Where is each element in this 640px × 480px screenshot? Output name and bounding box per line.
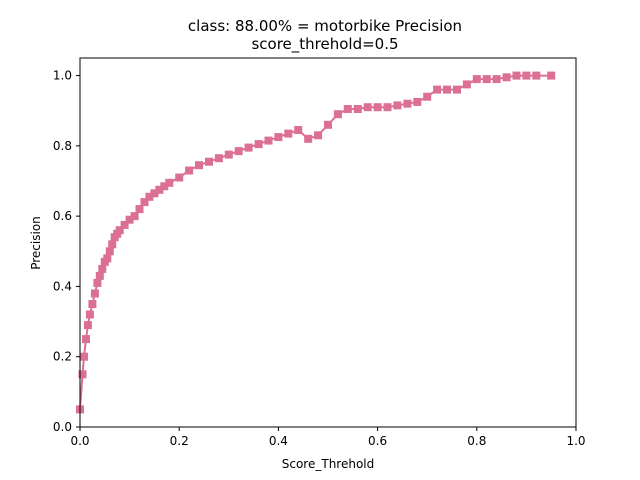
y-tick-label: 0.0 — [53, 420, 72, 434]
chart-title: class: 88.00% = motorbike Precision — [188, 17, 462, 35]
data-point — [304, 134, 313, 143]
data-point — [532, 71, 541, 80]
data-point — [254, 140, 263, 149]
data-point — [512, 71, 521, 80]
data-point — [522, 71, 531, 80]
data-point — [80, 352, 88, 361]
data-point — [423, 92, 432, 101]
y-tick-label: 1.0 — [53, 69, 72, 83]
data-point — [343, 105, 352, 113]
data-point — [234, 147, 243, 156]
data-point — [185, 166, 194, 175]
x-axis-label: Score_Threhold — [282, 457, 375, 471]
data-point — [175, 173, 184, 182]
x-tick-label: 0.6 — [368, 434, 387, 448]
data-point — [433, 85, 442, 94]
data-point — [135, 205, 144, 214]
data-point — [120, 220, 129, 229]
data-point — [125, 215, 134, 224]
data-point — [150, 189, 159, 198]
x-tick-label: 1.0 — [566, 434, 585, 448]
data-point — [373, 103, 382, 112]
data-point — [472, 75, 481, 84]
data-point — [165, 178, 174, 187]
data-point — [353, 105, 362, 113]
y-tick-label: 0.2 — [53, 350, 72, 364]
data-point — [324, 120, 332, 129]
data-point — [145, 192, 154, 201]
data-point — [82, 335, 90, 344]
x-tick-label: 0.0 — [70, 434, 89, 448]
data-point — [393, 101, 402, 110]
data-point — [160, 182, 169, 191]
data-point — [492, 75, 501, 84]
data-point — [83, 321, 92, 330]
data-point — [383, 103, 392, 112]
data-point — [195, 161, 203, 170]
axes: 0.0 0.2 0.4 0.6 0.8 1.0 0.0 0.2 0.4 0.6 0.8 1.0 — [53, 57, 586, 448]
y-tick-label: 0.4 — [53, 279, 72, 293]
data-point — [90, 289, 99, 298]
data-point — [108, 240, 117, 249]
data-point — [363, 103, 372, 112]
data-point — [115, 226, 124, 235]
plot-frame — [79, 57, 577, 428]
data-point — [453, 85, 461, 94]
y-axis-label: Precision — [29, 216, 43, 270]
x-tick-label: 0.8 — [467, 434, 486, 448]
data-point — [93, 278, 102, 287]
data-point — [443, 85, 451, 94]
data-point — [314, 131, 323, 140]
plot-area — [76, 71, 556, 414]
data-point — [274, 133, 283, 142]
data-point — [205, 157, 213, 166]
series-line — [79, 74, 552, 410]
data-point — [482, 75, 491, 84]
data-point — [413, 97, 422, 106]
data-point — [224, 150, 233, 159]
data-point — [244, 143, 253, 152]
data-point — [98, 264, 107, 273]
data-point — [403, 99, 412, 108]
data-point — [88, 300, 97, 308]
data-point — [78, 370, 87, 379]
data-point — [547, 71, 556, 80]
data-point — [140, 198, 149, 207]
data-point — [103, 254, 112, 263]
chart-subtitle: score_threhold=0.5 — [251, 35, 398, 54]
data-point — [264, 136, 273, 145]
data-point — [95, 271, 104, 280]
x-tick-label: 0.2 — [170, 434, 189, 448]
y-tick-label: 0.6 — [53, 209, 72, 223]
data-point — [462, 80, 471, 89]
data-point — [284, 129, 293, 138]
data-point — [155, 185, 164, 194]
data-point — [502, 73, 511, 82]
data-point — [294, 126, 303, 134]
x-tick-label: 0.4 — [269, 434, 288, 448]
data-point — [85, 310, 94, 319]
data-point — [333, 110, 342, 119]
y-tick-label: 0.8 — [53, 139, 72, 153]
data-point — [214, 154, 223, 163]
data-point — [105, 247, 114, 256]
data-point — [130, 212, 139, 221]
